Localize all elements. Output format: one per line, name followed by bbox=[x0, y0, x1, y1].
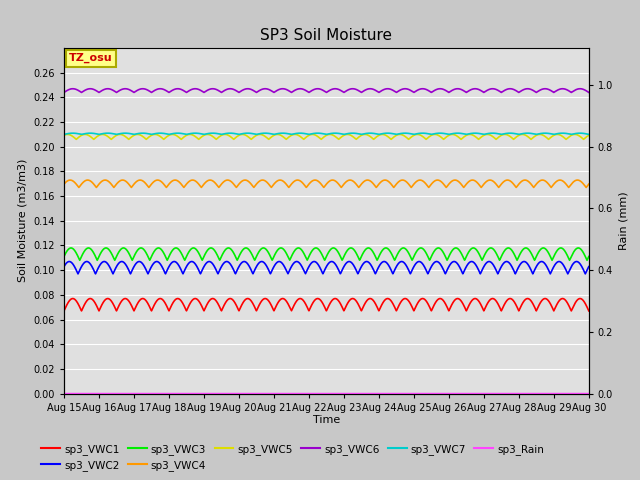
Y-axis label: Soil Moisture (m3/m3): Soil Moisture (m3/m3) bbox=[18, 159, 28, 283]
Text: TZ_osu: TZ_osu bbox=[69, 53, 113, 63]
Y-axis label: Rain (mm): Rain (mm) bbox=[619, 192, 628, 250]
Title: SP3 Soil Moisture: SP3 Soil Moisture bbox=[260, 28, 392, 43]
Legend: sp3_VWC1, sp3_VWC2, sp3_VWC3, sp3_VWC4, sp3_VWC5, sp3_VWC6, sp3_VWC7, sp3_Rain: sp3_VWC1, sp3_VWC2, sp3_VWC3, sp3_VWC4, … bbox=[37, 439, 548, 475]
X-axis label: Time: Time bbox=[313, 415, 340, 425]
